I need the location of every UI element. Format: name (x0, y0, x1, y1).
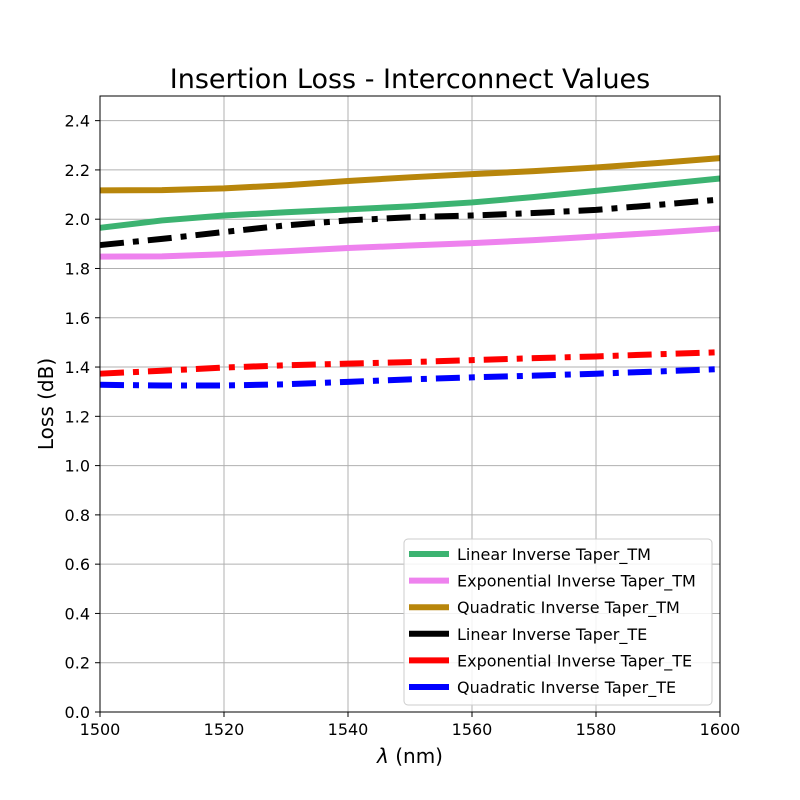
x-tick-label: 1580 (576, 720, 617, 739)
y-tick-label: 2.4 (65, 112, 90, 131)
y-tick-label: 2.2 (65, 161, 90, 180)
y-tick-label: 1.8 (65, 259, 90, 278)
chart-title: Insertion Loss - Interconnect Values (170, 64, 651, 95)
series-line-3 (99, 155, 721, 194)
y-tick-label: 0.4 (65, 604, 90, 623)
x-tick-label: 1560 (452, 720, 493, 739)
x-tick-label: 1600 (700, 720, 741, 739)
y-tick-label: 1.6 (65, 309, 90, 328)
legend-label: Linear Inverse Taper_TE (457, 625, 647, 645)
y-tick-label: 0.6 (65, 555, 90, 574)
y-tick-label: 1.0 (65, 457, 90, 476)
series-line-1 (99, 175, 721, 231)
x-axis-symbol: λ (376, 744, 389, 768)
y-tick-label: 1.4 (65, 358, 90, 377)
series-line-2 (99, 225, 721, 260)
y-tick-label: 0.0 (65, 703, 90, 722)
legend-label: Exponential Inverse Taper_TE (457, 651, 692, 671)
legend-box (403, 538, 713, 706)
legend-label: Linear Inverse Taper_TM (457, 545, 651, 565)
axis-ticks: 1500 1520 1540 1560 1580 1600 0.0 0.2 0.4 0.6 0.8 1… (65, 112, 741, 739)
legend: Linear Inverse Taper_TM Exponential Inver… (403, 538, 713, 706)
x-tick-label: 1500 (80, 720, 121, 739)
x-tick-label: 1540 (328, 720, 369, 739)
y-tick-label: 1.2 (65, 407, 90, 426)
legend-label: Quadratic Inverse Taper_TM (457, 598, 680, 618)
series-layer (99, 155, 721, 389)
legend-label: Quadratic Inverse Taper_TE (457, 678, 676, 698)
y-tick-label: 0.8 (65, 506, 90, 525)
series-line-5 (99, 349, 721, 377)
x-tick-label: 1520 (204, 720, 245, 739)
plot-frame (99, 95, 721, 713)
y-axis-title: Loss (dB) (34, 358, 58, 450)
x-axis-title: λ (nm) (376, 744, 443, 768)
x-axis-unit: (nm) (389, 744, 443, 768)
y-tick-label: 2.0 (65, 210, 90, 229)
series-line-6 (99, 366, 721, 389)
legend-label: Exponential Inverse Taper_TM (457, 572, 696, 592)
y-tick-label: 0.2 (65, 654, 90, 673)
series-line-4 (99, 196, 721, 249)
